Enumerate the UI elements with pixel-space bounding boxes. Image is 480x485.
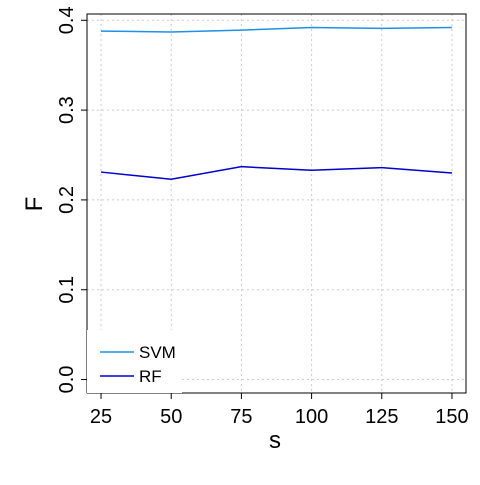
legend-label: SVM — [139, 343, 176, 362]
y-axis-label: F — [21, 197, 48, 212]
plot-border — [86, 13, 467, 394]
y-tick-label: 0.4 — [56, 6, 78, 34]
legend-box — [87, 330, 182, 393]
x-axis-label: s — [269, 427, 281, 454]
x-tick-label: 75 — [230, 406, 252, 428]
line — [101, 26, 452, 33]
y-tick-label: 0.0 — [56, 366, 78, 394]
x-tick-label: 100 — [295, 406, 328, 428]
x-tick-label: 125 — [365, 406, 398, 428]
x-tick-label: 25 — [90, 406, 112, 428]
y-tick-label: 0.1 — [56, 276, 78, 304]
y-tick-label: 0.3 — [56, 96, 78, 124]
line — [100, 165, 453, 181]
y-tick-label: 0.2 — [56, 186, 78, 214]
x-tick-label: 50 — [160, 406, 182, 428]
legend-label: RF — [139, 367, 162, 386]
x-tick-label: 150 — [435, 406, 468, 428]
